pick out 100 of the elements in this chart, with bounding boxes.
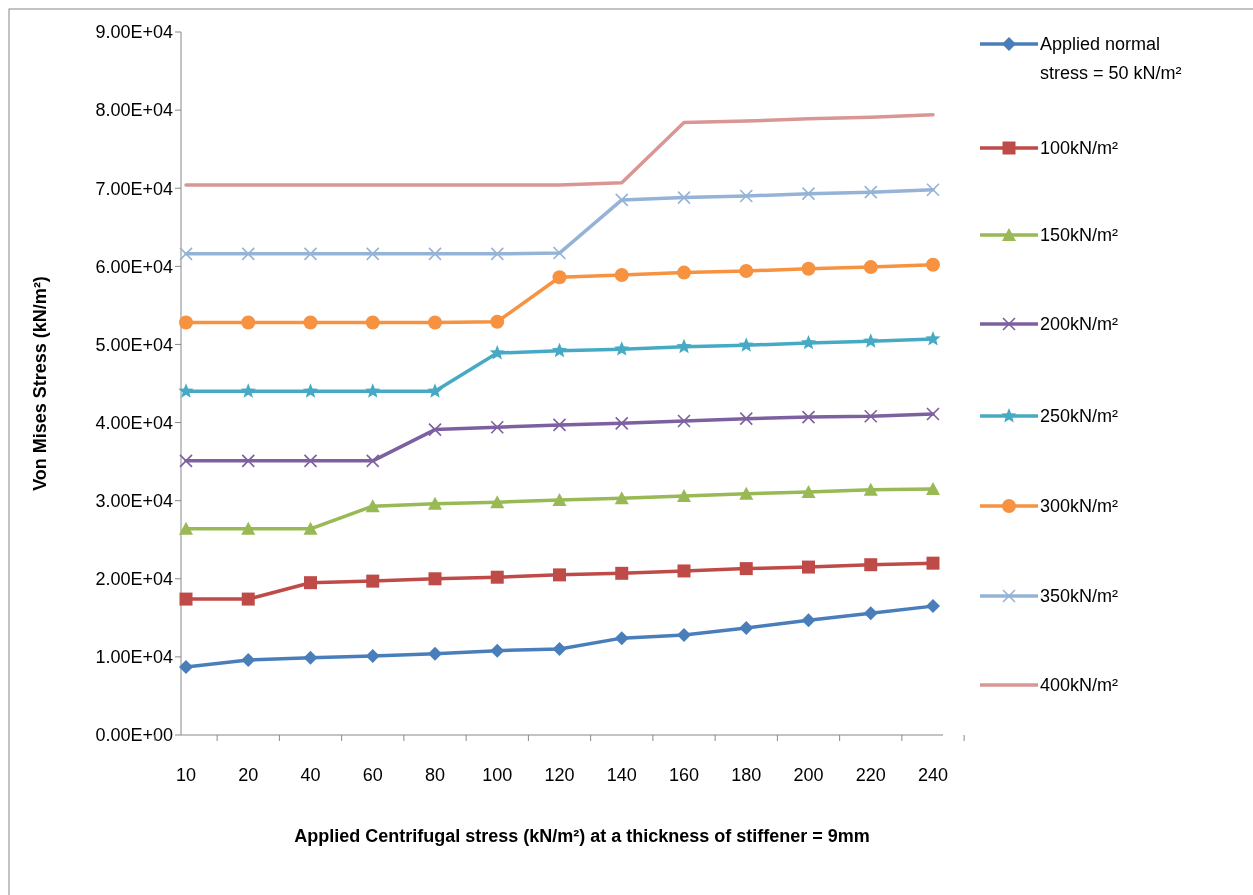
point [428,247,442,261]
point [179,247,193,261]
point [241,592,255,606]
point [427,383,443,398]
point [179,315,193,330]
y-tick-label: 4.00E+04 [95,412,173,433]
legend-label: 100kN/m² [1040,138,1119,159]
point [552,246,567,260]
x-tick-label: 140 [606,765,637,785]
point [428,572,442,586]
point [739,264,754,279]
point [551,342,568,358]
point [490,314,505,329]
point [863,482,878,496]
y-tick-label: 3.00E+04 [95,490,173,511]
point [739,620,754,635]
x-tick-label: 240 [917,765,949,785]
y-tick-label: 5.00E+04 [95,334,173,355]
point [677,190,691,205]
point [926,257,940,272]
y-tick-label: 2.00E+04 [95,569,173,590]
point [365,383,381,398]
point [739,411,754,426]
point [739,189,754,203]
point [614,341,630,356]
point [490,643,505,658]
point [863,185,878,199]
x-tick-label: 180 [731,765,762,785]
legend-label: 150kN/m² [1040,225,1119,246]
point [801,261,816,276]
point [801,613,816,628]
point [303,247,318,261]
point [614,267,629,282]
point [552,492,567,506]
point [863,409,878,424]
legend-label: 200kN/m² [1040,314,1119,335]
point [490,495,505,509]
point [802,560,815,574]
y-tick-label: 0.00E+00 [95,725,173,746]
point [926,407,940,421]
point [365,499,380,513]
x-tick-label: 220 [855,765,886,785]
x-tick-label: 200 [793,765,824,785]
point [365,649,380,664]
legend-label: 400kN/m² [1040,675,1119,696]
point [552,418,567,432]
y-tick-label: 7.00E+04 [95,178,173,199]
point [800,334,817,350]
point [553,568,566,582]
point [801,485,816,499]
point [366,574,380,588]
point [738,337,754,352]
y-tick-label: 9.00E+04 [95,22,173,43]
point [365,315,380,330]
x-tick-label: 80 [424,765,446,785]
point [179,592,193,606]
point [801,410,816,424]
x-tick-label: 100 [482,765,513,785]
point [677,628,691,643]
legend-label: 300kN/m² [1040,496,1119,517]
point [614,416,629,431]
point [490,247,505,261]
x-tick-label: 20 [238,765,259,785]
point [241,247,256,261]
point [926,182,940,197]
point [490,420,505,435]
x-tick-label: 40 [300,765,321,785]
point [303,521,318,535]
point [179,660,193,675]
point [365,247,380,261]
point [614,491,629,505]
point [303,454,318,468]
point [863,333,879,348]
point [178,383,194,398]
point [863,606,878,621]
point [926,556,940,570]
x-tick-label: 10 [175,765,197,785]
point [303,315,318,330]
y-tick-label: 6.00E+04 [95,256,173,277]
point [303,650,318,665]
point [677,564,691,578]
point [304,576,317,590]
point [179,454,193,468]
point [739,486,754,500]
point [801,186,816,201]
legend-label: 250kN/m² [1040,406,1119,427]
point [241,315,256,330]
point [925,330,941,346]
point [240,383,256,398]
legend-label: 350kN/m² [1040,586,1119,607]
x-tick-label: 160 [668,765,700,785]
point [241,521,256,535]
point [365,454,380,468]
point [428,315,442,330]
line-series [184,113,935,187]
point [489,345,505,360]
point [428,646,442,661]
point [302,383,319,398]
point [241,653,256,668]
point [552,642,567,657]
